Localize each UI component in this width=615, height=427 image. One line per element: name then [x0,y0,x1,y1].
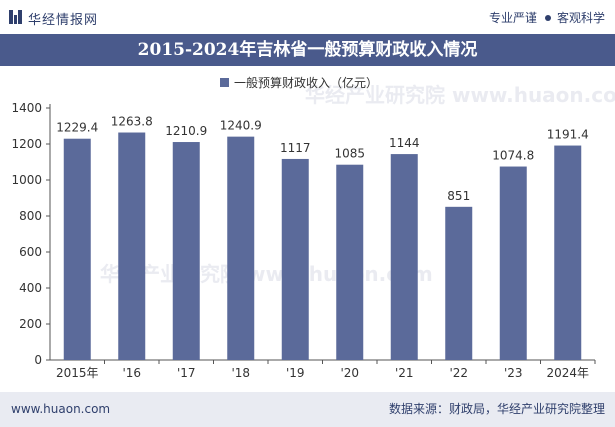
x-tick-label: '17 [177,366,196,380]
footer-site-link[interactable]: www.huaon.com [11,402,111,416]
bar-value-label: 1210.9 [165,124,207,138]
bar-value-label: 1240.9 [220,119,262,133]
x-tick-label: 2015年 [56,366,99,380]
slogan: 专业严谨 客观科学 [489,9,605,26]
bar [554,145,582,360]
bar [118,132,146,360]
bar-value-label: 1144 [389,136,420,150]
y-tick-label: 400 [19,281,42,295]
chart-panel: 华经产业研究院 www.huaon.com 华经产业研究院 www.huaon.c… [0,66,615,392]
bar [63,138,91,360]
x-tick-label: 2024年 [546,366,589,380]
y-tick-label: 1000 [11,173,42,187]
logo-icon [9,10,22,24]
x-tick-label: '22 [449,366,468,380]
y-tick-label: 800 [19,209,42,223]
bar [390,154,418,360]
y-tick-label: 1400 [11,101,42,115]
bar [499,166,527,360]
bar-value-label: 1191.4 [547,128,589,142]
watermark-text: 华经产业研究院 www.huaon.com [305,83,615,107]
bar-chart: 华经产业研究院 www.huaon.com 华经产业研究院 www.huaon.c… [11,75,615,380]
bar [445,206,473,360]
top-bar: 华经情报网 专业严谨 客观科学 [0,0,615,34]
legend-swatch [220,78,229,87]
x-tick-label: '21 [395,366,414,380]
bar-value-label: 851 [447,189,470,203]
x-tick-label: '16 [122,366,141,380]
x-tick-label: '20 [340,366,359,380]
y-tick-label: 200 [19,317,42,331]
footer: www.huaon.com 数据来源：财政局，华经产业研究院整理 [0,392,615,427]
y-tick-label: 0 [34,353,42,367]
bar [227,136,255,360]
bar-value-label: 1117 [280,141,311,155]
watermark-text: 华经产业研究院 www.huaon.com [100,262,433,286]
y-tick-label: 1200 [11,137,42,151]
bar [336,164,364,360]
slogan-right: 客观科学 [556,11,605,25]
x-tick-label: '18 [231,366,250,380]
page-title: 2015-2024年吉林省一般预算财政收入情况 [0,34,615,66]
bar [281,158,309,360]
footer-source: 数据来源：财政局，华经产业研究院整理 [388,402,605,416]
bar [172,142,200,360]
x-tick-label: '19 [286,366,305,380]
bar-value-label: 1229.4 [56,121,98,135]
bar-value-label: 1263.8 [111,115,153,129]
bar-value-label: 1074.8 [492,149,534,163]
brand-name[interactable]: 华经情报网 [28,13,99,28]
y-tick-label: 600 [19,245,42,259]
x-tick-label: '23 [504,366,523,380]
slogan-dot [544,15,551,21]
slogan-left: 专业严谨 [488,11,537,25]
legend-label: 一般预算财政收入（亿元） [234,75,378,90]
bar-value-label: 1085 [334,147,365,161]
